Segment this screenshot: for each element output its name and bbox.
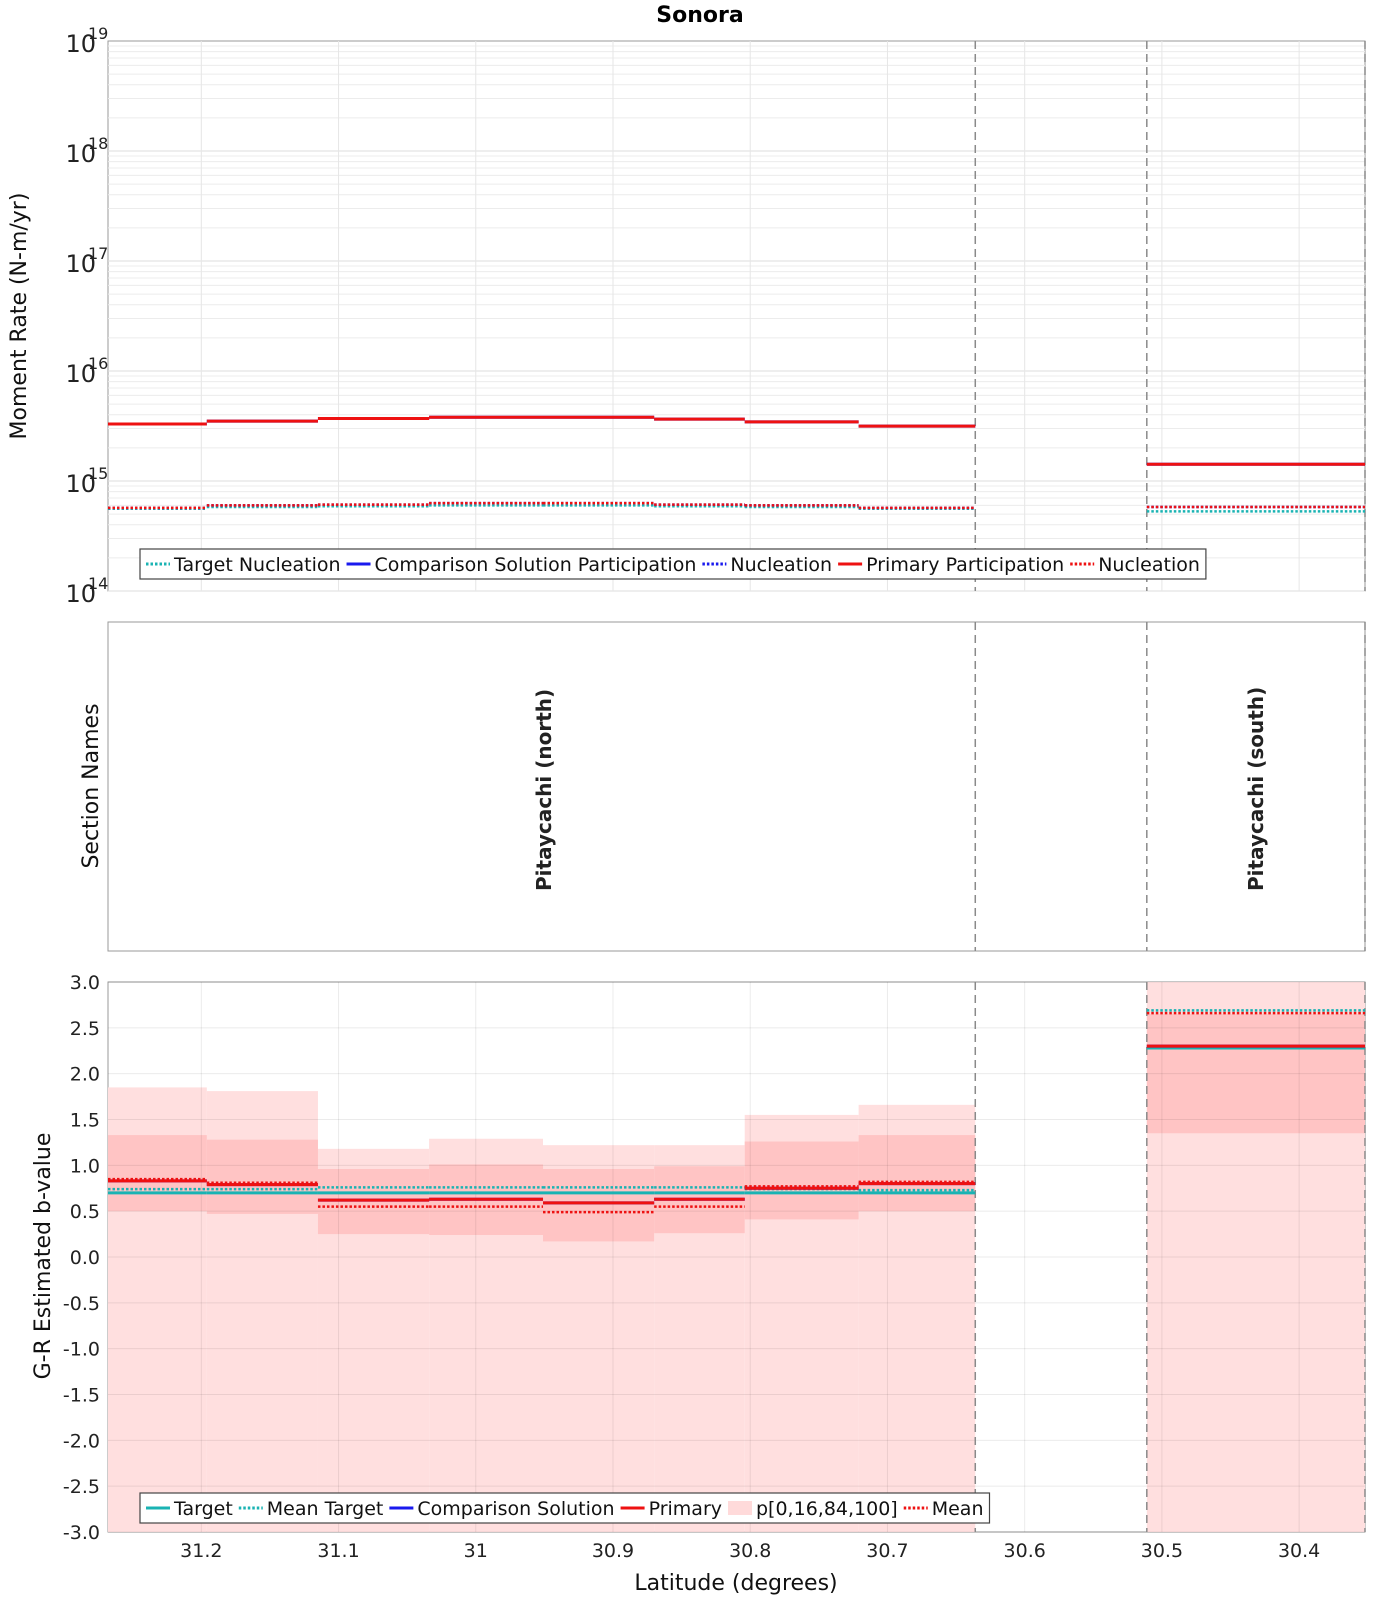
legend-label: Mean Target [267, 1498, 384, 1520]
x-tick-label: 30.6 [1004, 1540, 1046, 1562]
legend-box [139, 548, 1207, 580]
moment-rate-series [108, 415, 1365, 513]
percentile-band [1146, 1014, 1365, 1134]
x-tick-label: 31.2 [180, 1540, 222, 1562]
y-tick-label: 10 [65, 250, 96, 278]
x-tick-label: 30.4 [1278, 1540, 1320, 1562]
legend-label: Comparison Solution Participation [375, 554, 697, 576]
moment-rate-grid [108, 41, 1365, 592]
moment-rate-y-label: Moment Rate (N-m/yr) [7, 193, 32, 440]
y-tick-label: 10 [65, 470, 96, 498]
section-name: Pitaycachi (south) [1244, 687, 1268, 891]
y-tick-exponent: 17 [88, 244, 108, 263]
section-names-y-label: Section Names [79, 703, 104, 868]
x-tick-label: 30.8 [729, 1540, 771, 1562]
y-tick-label: -2.0 [63, 1430, 100, 1452]
x-tick-label: 30.7 [866, 1540, 908, 1562]
x-tick-label: 30.9 [592, 1540, 634, 1562]
b-value-grid [108, 981, 1365, 1533]
y-tick-label: 2.0 [70, 1064, 100, 1086]
y-tick-label: 2.5 [70, 1018, 100, 1040]
legend-label: Target [173, 1498, 233, 1520]
b-value-legend: Target Mean Target Comparison Solution Prim… [139, 1492, 991, 1524]
section-name: Pitaycachi (north) [532, 689, 556, 891]
legend-box [139, 1492, 991, 1524]
legend-label: Nucleation [730, 554, 832, 576]
chart-title: Sonora [656, 3, 743, 28]
y-tick-label: 10 [65, 360, 96, 388]
legend-swatch [728, 1501, 752, 1515]
b-value-percentile-bands [108, 982, 1365, 1532]
y-tick-label: -0.5 [63, 1293, 100, 1315]
y-tick-label: -1.5 [63, 1385, 100, 1407]
b-value-panel: 3.0 2.5 2.0 1.5 1.0 0.5 0.0 -0.5 -1.0 -1.5 -2.0 -2.… [31, 972, 1366, 1596]
y-tick-exponent: 19 [88, 24, 108, 43]
section-names-plot-area [107, 621, 1366, 952]
y-tick-label: 0.5 [70, 1201, 100, 1223]
b-value-y-label: G-R Estimated b-value [31, 1133, 56, 1380]
x-tick-label: 30.5 [1141, 1540, 1183, 1562]
moment-rate-plot-area [107, 40, 1366, 592]
legend-label: Comparison Solution [417, 1498, 614, 1520]
percentile-band [858, 1135, 976, 1212]
y-tick-label: 1.0 [70, 1155, 100, 1177]
legend-label: Primary Participation [866, 554, 1064, 576]
b-value-y-ticks: 3.0 2.5 2.0 1.5 1.0 0.5 0.0 -0.5 -1.0 -1.5 -2.0 -2.… [63, 972, 100, 1544]
y-tick-label: 0.0 [70, 1247, 100, 1269]
y-tick-label: -3.0 [63, 1522, 100, 1544]
legend-label: Target Nucleation [173, 554, 341, 576]
y-tick-exponent: 18 [88, 134, 108, 153]
x-tick-label: 31 [464, 1540, 488, 1562]
y-tick-label: 3.0 [70, 972, 100, 994]
y-tick-exponent: 15 [88, 464, 108, 483]
section-names-boundaries [974, 622, 1366, 951]
section-name-labels: Pitaycachi (north) Pitaycachi (south) [532, 687, 1268, 891]
legend-label: p[0,16,84,100] [756, 1498, 898, 1520]
legend-label: Mean [932, 1498, 984, 1520]
x-tick-label: 31.1 [317, 1540, 359, 1562]
y-tick-label: 1.5 [70, 1110, 100, 1132]
y-tick-label: -2.5 [63, 1476, 100, 1498]
percentile-band [108, 1135, 207, 1212]
percentile-band [744, 1141, 859, 1220]
y-tick-label: 10 [65, 140, 96, 168]
b-value-section-boundaries [974, 982, 1366, 1532]
section-names-panel: Pitaycachi (north) Pitaycachi (south) Sec… [79, 621, 1366, 952]
percentile-band [543, 1169, 655, 1242]
percentile-band [206, 1139, 318, 1214]
y-tick-label: 10 [65, 580, 96, 608]
legend-label: Nucleation [1098, 554, 1200, 576]
moment-rate-legend: Target Nucleation Comparison Solution Par… [139, 548, 1207, 580]
b-value-series [108, 1009, 1365, 1214]
y-tick-exponent: 16 [88, 354, 108, 373]
y-tick-label: -1.0 [63, 1339, 100, 1361]
y-tick-label: 10 [65, 30, 96, 58]
latitude-x-ticks: 31.2 31.1 31 30.9 30.8 30.7 30.6 30.5 30.4 [180, 1540, 1320, 1562]
legend-label: Primary [649, 1498, 722, 1520]
moment-rate-section-boundaries [974, 41, 1366, 591]
x-axis-label: Latitude (degrees) [634, 1571, 837, 1596]
y-tick-exponent: 14 [88, 574, 108, 593]
